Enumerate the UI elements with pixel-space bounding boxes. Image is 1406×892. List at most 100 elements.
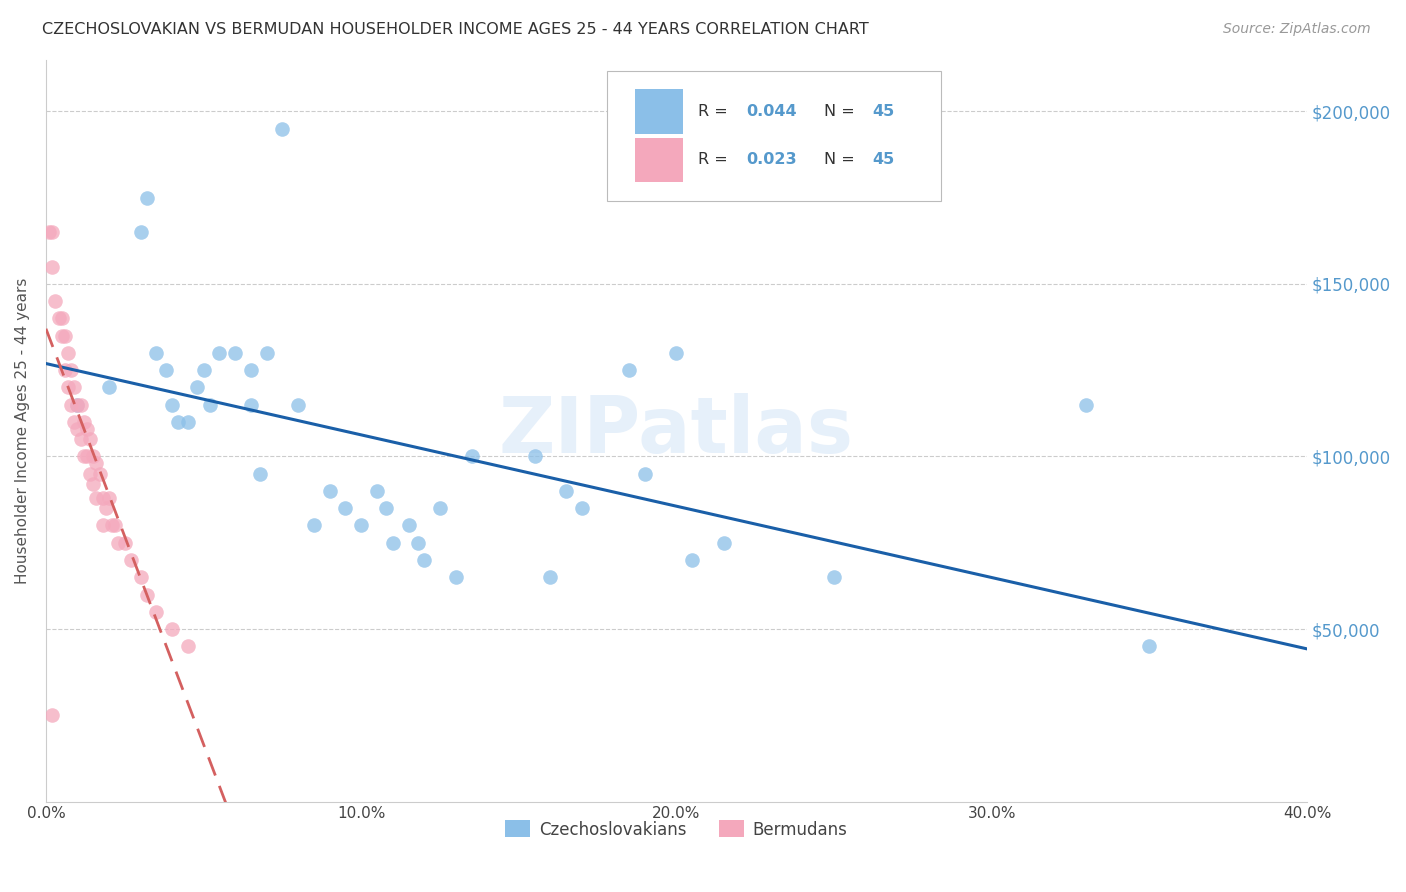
Point: [79, 432, 101, 446]
Point: [114, 535, 136, 549]
Point: [271, 121, 294, 136]
Point: [634, 467, 657, 481]
Point: [56, 346, 79, 360]
Point: [224, 346, 246, 360]
Point: [129, 570, 152, 584]
Point: [41, 260, 63, 274]
Point: [145, 605, 167, 619]
Point: [429, 501, 451, 516]
Point: [51, 311, 73, 326]
Point: [104, 518, 127, 533]
Point: [89, 467, 111, 481]
Point: [350, 518, 373, 533]
Point: [523, 450, 546, 464]
Text: Source: ZipAtlas.com: Source: ZipAtlas.com: [1223, 22, 1371, 37]
Point: [538, 570, 561, 584]
Point: [48, 311, 70, 326]
Point: [91, 491, 114, 505]
Point: [53, 328, 76, 343]
Point: [681, 553, 703, 567]
Point: [160, 622, 183, 636]
Point: [98, 380, 121, 394]
Point: [155, 363, 177, 377]
Point: [76, 450, 98, 464]
Point: [665, 346, 688, 360]
Point: [167, 415, 190, 429]
Point: [318, 483, 340, 498]
Text: 45: 45: [872, 104, 894, 119]
Point: [56, 380, 79, 394]
Point: [823, 570, 845, 584]
Point: [86, 456, 108, 470]
Point: [249, 467, 271, 481]
Point: [73, 450, 96, 464]
Point: [444, 570, 467, 584]
Y-axis label: Householder Income Ages 25 - 44 years: Householder Income Ages 25 - 44 years: [15, 277, 30, 583]
FancyBboxPatch shape: [607, 70, 941, 201]
Point: [413, 553, 436, 567]
Legend: Czechoslovakians, Bermudans: Czechoslovakians, Bermudans: [499, 814, 855, 846]
Point: [460, 450, 482, 464]
Point: [66, 422, 89, 436]
Point: [366, 483, 388, 498]
Point: [256, 346, 278, 360]
Text: N =: N =: [824, 104, 860, 119]
Point: [41, 225, 63, 239]
Point: [60, 363, 83, 377]
Point: [66, 398, 89, 412]
Text: R =: R =: [697, 104, 733, 119]
Point: [53, 363, 76, 377]
Point: [177, 415, 200, 429]
Text: N =: N =: [824, 153, 860, 168]
Point: [44, 294, 66, 309]
Point: [51, 328, 73, 343]
Text: 0.044: 0.044: [745, 104, 796, 119]
Text: 45: 45: [872, 153, 894, 168]
Point: [145, 346, 167, 360]
Point: [86, 491, 108, 505]
Point: [1137, 640, 1160, 654]
Point: [82, 477, 104, 491]
Point: [91, 518, 114, 533]
Point: [186, 380, 208, 394]
Point: [375, 501, 398, 516]
Point: [66, 398, 89, 412]
Point: [135, 191, 157, 205]
Text: ZIPatlas: ZIPatlas: [499, 392, 853, 468]
Bar: [636, 137, 683, 182]
Point: [82, 450, 104, 464]
Text: R =: R =: [697, 153, 733, 168]
Point: [63, 415, 86, 429]
Point: [302, 518, 325, 533]
Point: [38, 225, 60, 239]
Point: [1076, 398, 1098, 412]
Point: [135, 587, 157, 601]
Point: [69, 398, 91, 412]
Point: [208, 346, 231, 360]
Point: [381, 535, 404, 549]
Point: [398, 518, 420, 533]
Point: [60, 398, 83, 412]
Point: [193, 363, 215, 377]
Bar: [636, 89, 683, 134]
Point: [287, 398, 309, 412]
Point: [177, 640, 200, 654]
Point: [555, 483, 578, 498]
Point: [120, 553, 142, 567]
Text: 0.023: 0.023: [745, 153, 796, 168]
Point: [335, 501, 357, 516]
Point: [63, 380, 86, 394]
Point: [76, 422, 98, 436]
Point: [69, 432, 91, 446]
Text: CZECHOSLOVAKIAN VS BERMUDAN HOUSEHOLDER INCOME AGES 25 - 44 YEARS CORRELATION CH: CZECHOSLOVAKIAN VS BERMUDAN HOUSEHOLDER …: [42, 22, 869, 37]
Point: [239, 398, 262, 412]
Point: [73, 415, 96, 429]
Point: [239, 363, 262, 377]
Point: [79, 467, 101, 481]
Point: [101, 518, 124, 533]
Point: [107, 535, 129, 549]
Point: [619, 363, 641, 377]
Point: [406, 535, 429, 549]
Point: [713, 535, 735, 549]
Point: [94, 501, 117, 516]
